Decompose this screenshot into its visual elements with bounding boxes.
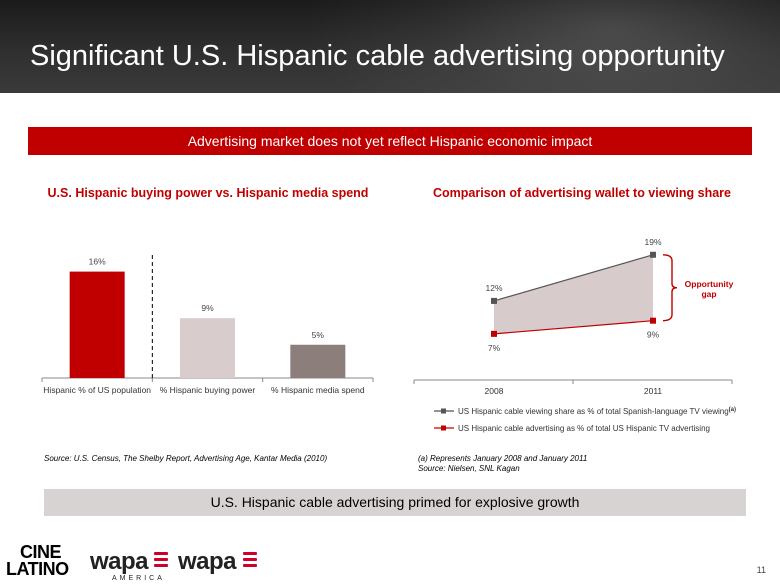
cine-latino-logo: CINE LATINO xyxy=(6,542,69,579)
bar xyxy=(69,271,125,378)
top-banner: Advertising market does not yet reflect … xyxy=(28,127,752,155)
opportunity-gap-label: gap xyxy=(701,289,716,299)
category-label: % Hispanic media spend xyxy=(271,385,365,395)
wapa-logo: wapa xyxy=(178,548,237,575)
right-note: (a) Represents January 2008 and January … xyxy=(418,454,588,463)
bar-value-label: 16% xyxy=(89,257,106,267)
slide-title: Significant U.S. Hispanic cable advertis… xyxy=(30,40,725,72)
legend-marker xyxy=(441,425,446,431)
legend-entry: US Hispanic cable viewing share as % of … xyxy=(458,407,736,416)
gap-area xyxy=(494,254,653,334)
data-label: 12% xyxy=(485,283,502,293)
data-point xyxy=(491,297,497,304)
buying-power-bar-chart: 16% Hispanic % of US population 9% % Hispan… xyxy=(41,255,374,395)
advertising-line xyxy=(493,320,654,335)
data-point xyxy=(650,251,656,258)
x-tick-label: 2008 xyxy=(485,386,504,396)
data-point xyxy=(650,317,656,324)
legend-superscript: (a) xyxy=(729,407,736,413)
latino-text: LATINO xyxy=(6,559,69,579)
right-chart-title: Comparison of advertising wallet to view… xyxy=(433,186,731,200)
data-label: 9% xyxy=(647,330,660,340)
left-chart-title: U.S. Hispanic buying power vs. Hispanic … xyxy=(47,186,369,200)
category-label: % Hispanic buying power xyxy=(160,385,256,395)
america-subtext: AMERICA xyxy=(112,575,165,582)
viewing-share-line xyxy=(493,254,654,302)
bottom-banner: U.S. Hispanic cable advertising primed f… xyxy=(44,489,746,516)
page-number: 11 xyxy=(756,565,766,575)
right-source: Source: Nielsen, SNL Kagan xyxy=(418,464,520,473)
opportunity-gap-label: Opportunity xyxy=(685,279,734,289)
bar-value-label: 9% xyxy=(201,303,214,313)
category-label: Hispanic % of US population xyxy=(43,385,151,395)
wapa-america-logo: wapa xyxy=(90,548,149,575)
wapa-bars-icon xyxy=(243,552,257,570)
slide-header: Significant U.S. Hispanic cable advertis… xyxy=(0,0,780,93)
x-tick-label: 2011 xyxy=(644,386,663,396)
legend-entry: US Hispanic cable advertising as % of to… xyxy=(458,424,710,433)
data-point xyxy=(491,330,497,337)
bar xyxy=(290,344,346,378)
legend-marker xyxy=(441,408,446,414)
bar xyxy=(180,318,235,378)
data-label: 7% xyxy=(488,343,501,353)
left-source: Source: U.S. Census, The Shelby Report, … xyxy=(44,454,328,463)
opportunity-gap-brace xyxy=(662,254,678,322)
data-label: 19% xyxy=(644,237,661,247)
bar-value-label: 5% xyxy=(312,330,325,340)
header-glow xyxy=(300,0,780,93)
wapa-america-bars-icon xyxy=(154,552,168,570)
cine-text: CINE xyxy=(20,542,62,562)
